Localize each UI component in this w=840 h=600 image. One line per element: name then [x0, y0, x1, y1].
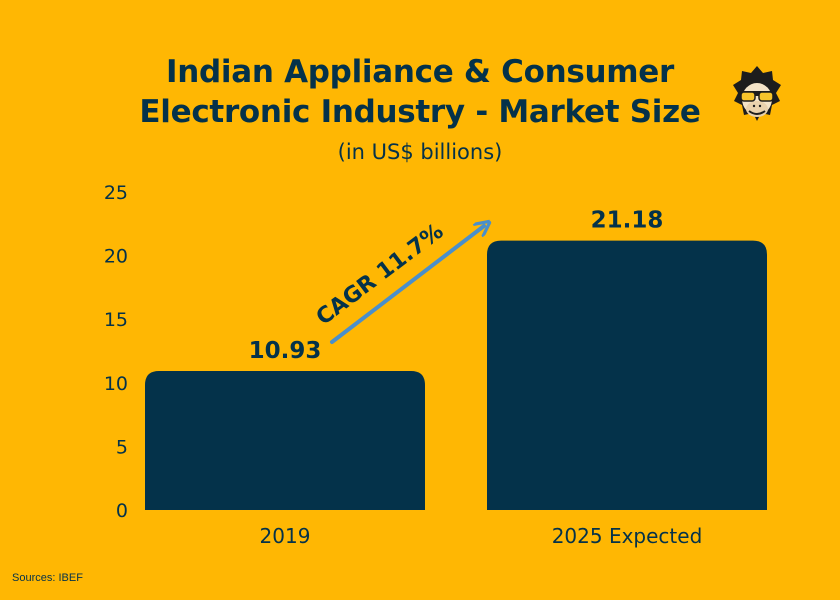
- bars: 10.93 2019 21.18 2025 Expected: [145, 208, 767, 548]
- y-tick-label: 0: [116, 500, 128, 522]
- chart-title-line-2: Electronic Industry - Market Size: [139, 94, 701, 130]
- x-tick-label: 2025 Expected: [552, 524, 703, 548]
- bar-2019: [145, 370, 425, 510]
- x-tick-label: 2019: [260, 524, 311, 548]
- data-label: 10.93: [249, 338, 322, 364]
- monkey-with-sunglasses-icon: [733, 66, 781, 121]
- chart-title-line-1: Indian Appliance & Consumer: [166, 54, 674, 90]
- cagr-label: CAGR 11.7%: [312, 219, 449, 331]
- chart-title: Indian Appliance & Consumer Electronic I…: [0, 52, 840, 132]
- y-tick-label: 15: [104, 309, 128, 331]
- bar-2025-expected: [487, 240, 767, 510]
- y-tick-label: 20: [104, 246, 128, 268]
- cagr-arrow: [330, 226, 484, 344]
- data-label: 21.18: [591, 208, 664, 234]
- cagr-annotation: CAGR 11.7%: [312, 219, 484, 344]
- source-note: Sources: IBEF: [12, 572, 83, 584]
- y-tick-label: 25: [104, 182, 128, 204]
- y-tick-label: 5: [116, 436, 128, 458]
- y-tick-label: 10: [104, 373, 128, 395]
- chart-subtitle: (in US$ billions): [337, 140, 503, 164]
- y-axis: 0 5 10 15 20 25: [104, 182, 128, 522]
